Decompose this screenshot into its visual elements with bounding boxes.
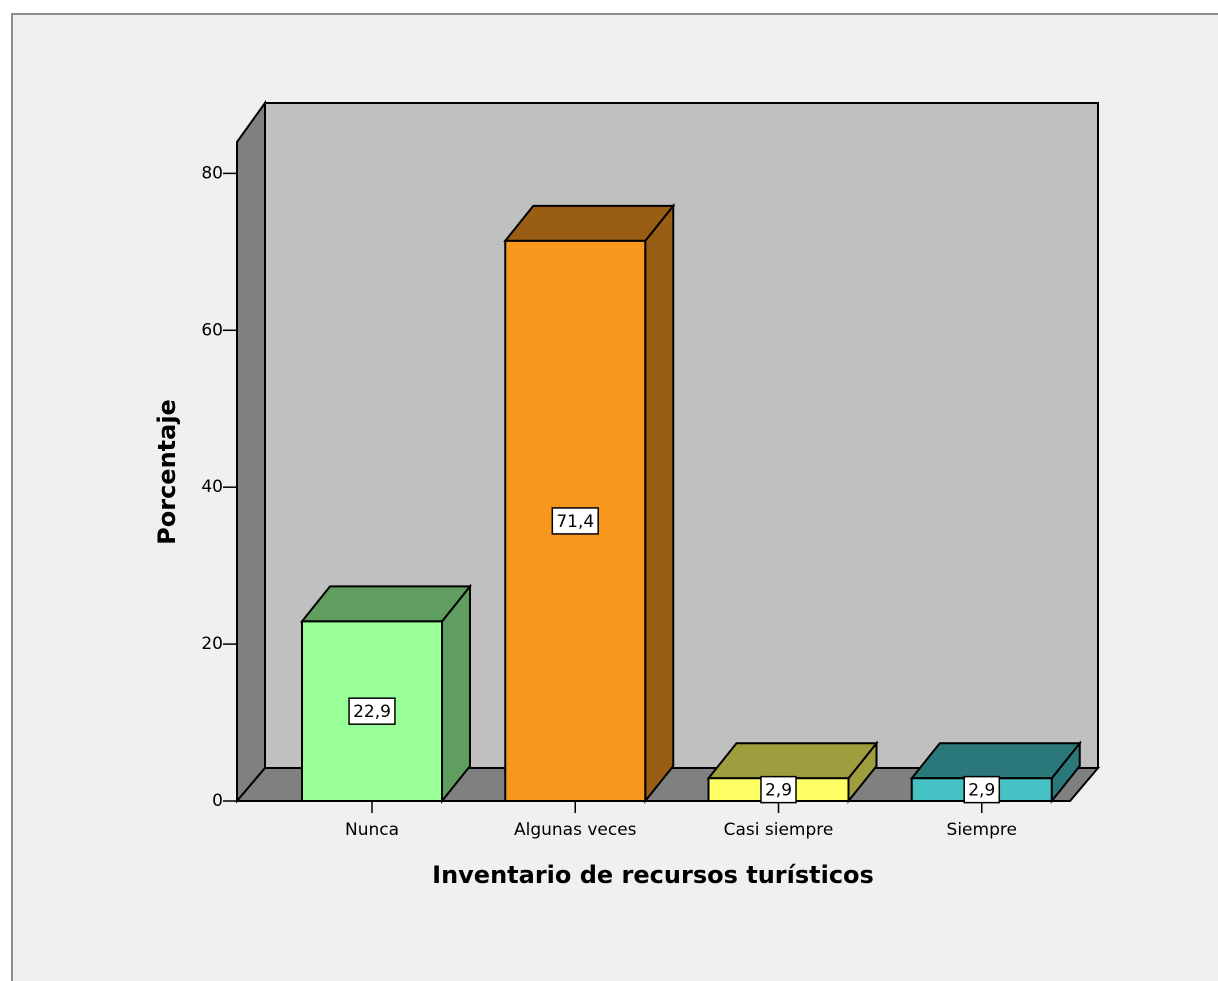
bar-top [706,742,879,780]
y-tick-label: 20 [201,634,223,654]
y-tick-label: 80 [201,163,223,183]
y-axis-title: Porcentaje [153,399,181,545]
bar-top [909,742,1082,780]
bar-side [441,583,471,804]
value-label-box [760,775,797,804]
value-label-box [963,775,1001,804]
y-tick-label: 40 [201,477,223,497]
bar-top [299,585,473,623]
bar-top [503,204,676,242]
x-axis-title: Inventario de recursos turísticos [432,861,874,889]
value-label: 2,9 [765,781,792,801]
value-label: 2,9 [968,781,995,801]
y-tick-label: 0 [212,791,223,811]
value-label-box [348,697,396,725]
value-label: 22,9 [353,702,391,722]
bar-side [644,202,675,804]
value-label-box [551,507,599,535]
y-tick-label: 60 [201,320,223,340]
value-label: 71,4 [556,512,594,532]
bar [299,583,473,804]
x-tick-label: Nunca [345,820,399,840]
side-wall [236,99,266,804]
x-tick-label: Algunas veces [514,820,637,840]
x-tick-label: Casi siempre [724,820,834,840]
x-tick-label: Siempre [947,820,1017,840]
bar [503,202,676,804]
